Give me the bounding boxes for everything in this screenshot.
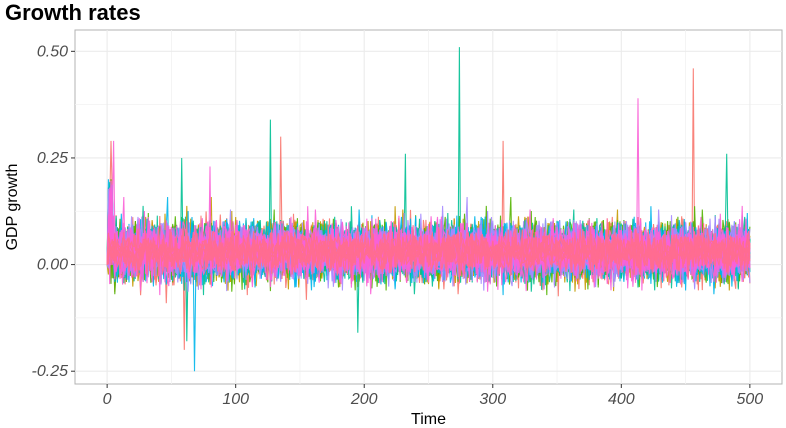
x-tick-label: 200: [350, 391, 378, 408]
y-axis-title: GDP growth: [4, 164, 21, 251]
x-tick-label: 0: [103, 391, 112, 408]
chart-title: Growth rates: [5, 0, 141, 25]
y-axis-ticks: -0.25 0.00 0.25 0.50: [32, 43, 75, 380]
y-tick-label: 0.00: [37, 257, 68, 274]
y-tick-label: 0.25: [37, 150, 68, 167]
x-tick-label: 400: [608, 391, 635, 408]
x-axis-ticks: 0 100 200 300 400 500: [103, 384, 764, 408]
y-tick-label: -0.25: [32, 363, 69, 380]
x-tick-label: 500: [737, 391, 764, 408]
x-tick-label: 100: [222, 391, 249, 408]
x-axis-title: Time: [411, 411, 446, 428]
series-layer: [106, 47, 751, 372]
y-tick-label: 0.50: [37, 43, 68, 60]
grid-minor: [75, 30, 782, 384]
series-line: [106, 218, 751, 280]
x-tick-label: 300: [479, 391, 506, 408]
